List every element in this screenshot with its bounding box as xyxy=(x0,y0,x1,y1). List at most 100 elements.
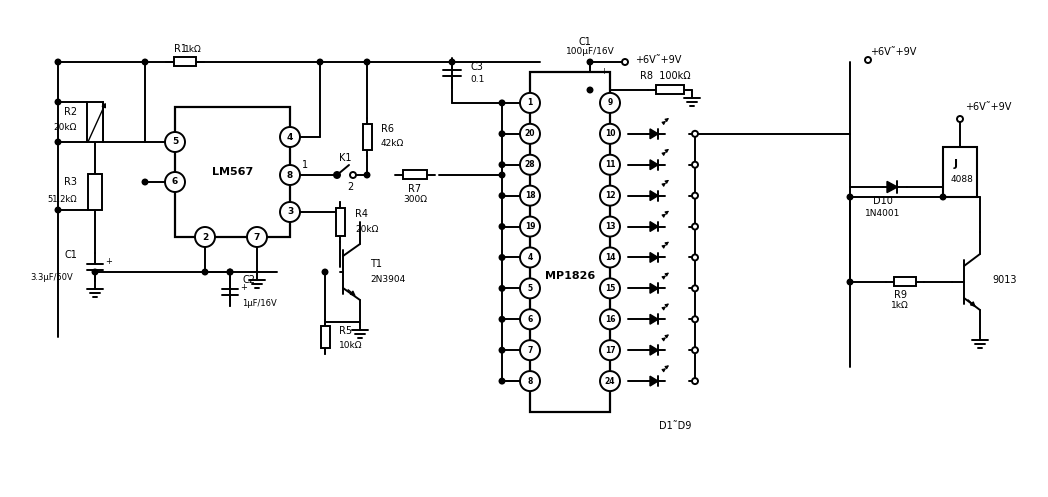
Circle shape xyxy=(56,208,61,213)
Text: R4: R4 xyxy=(355,209,368,219)
Circle shape xyxy=(601,340,620,360)
Circle shape xyxy=(588,87,592,92)
Polygon shape xyxy=(650,129,658,139)
Circle shape xyxy=(601,217,620,237)
Circle shape xyxy=(280,202,300,222)
Text: 7: 7 xyxy=(254,233,260,242)
Text: 12: 12 xyxy=(605,191,615,200)
Circle shape xyxy=(334,172,340,178)
Circle shape xyxy=(92,269,97,274)
Text: +6V˜+9V: +6V˜+9V xyxy=(870,47,916,57)
Polygon shape xyxy=(650,345,658,355)
Circle shape xyxy=(520,309,540,330)
Text: +: + xyxy=(240,282,247,292)
Polygon shape xyxy=(650,222,658,232)
Circle shape xyxy=(601,371,620,391)
Text: 8: 8 xyxy=(287,170,293,179)
Text: 17: 17 xyxy=(605,346,615,355)
Text: 1: 1 xyxy=(302,160,308,170)
Circle shape xyxy=(520,278,540,298)
Bar xyxy=(175,107,290,237)
Bar xyxy=(87,102,103,142)
Text: 9: 9 xyxy=(608,98,613,107)
Circle shape xyxy=(143,60,148,65)
Circle shape xyxy=(957,116,963,122)
Text: 2N3904: 2N3904 xyxy=(370,275,406,284)
Circle shape xyxy=(520,340,540,360)
Circle shape xyxy=(692,316,698,322)
Text: R2: R2 xyxy=(64,107,77,117)
Text: 2: 2 xyxy=(202,233,209,242)
Text: 5: 5 xyxy=(172,138,178,147)
Text: 42kΩ: 42kΩ xyxy=(381,139,405,148)
Text: C1: C1 xyxy=(64,250,77,260)
Circle shape xyxy=(601,248,620,267)
Circle shape xyxy=(365,60,370,65)
Circle shape xyxy=(500,131,504,136)
Text: R6: R6 xyxy=(381,124,394,134)
Text: +6V˜+9V: +6V˜+9V xyxy=(635,55,681,65)
Circle shape xyxy=(588,60,592,65)
Circle shape xyxy=(56,60,61,65)
Circle shape xyxy=(500,379,504,384)
Text: 13: 13 xyxy=(605,222,615,231)
Circle shape xyxy=(318,60,323,65)
Bar xyxy=(943,147,977,197)
Circle shape xyxy=(601,155,620,175)
Text: MP1826: MP1826 xyxy=(545,271,595,281)
Text: 10kΩ: 10kΩ xyxy=(339,340,363,349)
Circle shape xyxy=(848,194,852,199)
Polygon shape xyxy=(650,376,658,386)
Circle shape xyxy=(500,286,504,291)
Bar xyxy=(88,174,102,210)
Text: 1kΩ: 1kΩ xyxy=(891,302,909,311)
Text: K1: K1 xyxy=(339,153,351,163)
Circle shape xyxy=(601,93,620,113)
Text: 4: 4 xyxy=(527,253,532,262)
Circle shape xyxy=(940,194,945,199)
Circle shape xyxy=(500,317,504,322)
Circle shape xyxy=(227,269,233,274)
Text: 0.1: 0.1 xyxy=(470,75,484,83)
Circle shape xyxy=(692,193,698,199)
Text: 20kΩ: 20kΩ xyxy=(53,123,77,133)
Text: T1: T1 xyxy=(370,259,383,269)
Text: 19: 19 xyxy=(525,222,536,231)
Text: 8: 8 xyxy=(527,377,532,386)
Circle shape xyxy=(692,224,698,230)
Circle shape xyxy=(848,279,852,284)
Circle shape xyxy=(247,227,267,247)
Bar xyxy=(403,170,427,179)
Circle shape xyxy=(520,186,540,206)
Text: D1˜D9: D1˜D9 xyxy=(659,421,692,431)
Text: 3.3μF/50V: 3.3μF/50V xyxy=(30,272,73,281)
Circle shape xyxy=(520,124,540,144)
Circle shape xyxy=(280,165,300,185)
Circle shape xyxy=(692,131,698,137)
Text: 24: 24 xyxy=(605,377,615,386)
Circle shape xyxy=(500,100,504,105)
Polygon shape xyxy=(650,283,658,293)
Text: R3: R3 xyxy=(64,177,77,187)
Circle shape xyxy=(56,140,61,145)
Polygon shape xyxy=(887,181,897,193)
Text: 4: 4 xyxy=(287,133,293,142)
Text: 1N4001: 1N4001 xyxy=(866,209,900,218)
Text: D10: D10 xyxy=(873,196,893,206)
Circle shape xyxy=(500,255,504,260)
Text: 51.2kΩ: 51.2kΩ xyxy=(47,195,77,204)
Bar xyxy=(174,57,196,66)
Text: 5: 5 xyxy=(527,284,532,293)
Text: C1: C1 xyxy=(578,37,591,47)
Circle shape xyxy=(195,227,215,247)
Circle shape xyxy=(692,285,698,291)
Text: 1μF/16V: 1μF/16V xyxy=(242,300,277,309)
Circle shape xyxy=(202,269,208,274)
Circle shape xyxy=(323,269,328,274)
Text: 4088: 4088 xyxy=(951,175,974,184)
Circle shape xyxy=(500,348,504,353)
Text: 300Ω: 300Ω xyxy=(403,195,427,204)
Circle shape xyxy=(500,172,504,177)
Bar xyxy=(894,277,916,286)
Bar xyxy=(321,326,330,348)
